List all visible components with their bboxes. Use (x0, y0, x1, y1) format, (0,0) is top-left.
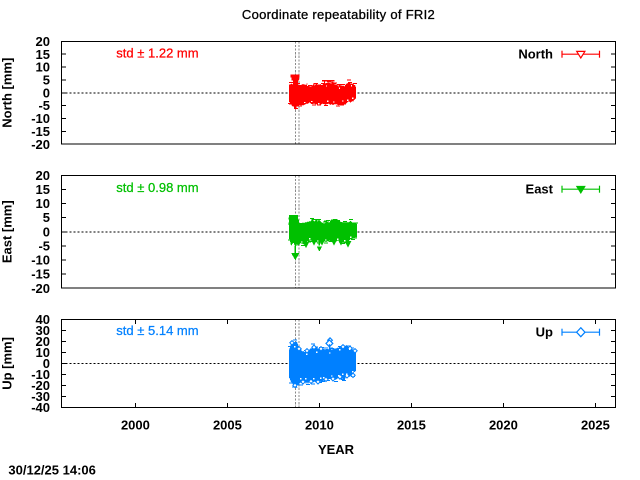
svg-text:-20: -20 (31, 137, 50, 152)
svg-text:East: East (526, 181, 554, 196)
svg-text:-20: -20 (31, 281, 50, 296)
svg-text:20: 20 (36, 34, 50, 49)
svg-text:15: 15 (36, 182, 50, 197)
svg-text:-15: -15 (31, 124, 50, 139)
svg-text:YEAR: YEAR (318, 442, 355, 457)
svg-text:2025: 2025 (581, 418, 610, 433)
svg-text:std ± 1.22 mm: std ± 1.22 mm (116, 45, 198, 60)
svg-text:10: 10 (36, 196, 50, 211)
svg-text:North: North (518, 46, 553, 61)
svg-text:5: 5 (43, 210, 50, 225)
svg-text:std ± 0.98 mm: std ± 0.98 mm (116, 180, 198, 195)
svg-text:North [mm]: North [mm] (0, 58, 14, 128)
svg-text:2000: 2000 (121, 418, 150, 433)
svg-text:0: 0 (43, 356, 50, 371)
svg-text:20: 20 (36, 334, 50, 349)
svg-text:-20: -20 (31, 378, 50, 393)
svg-text:-5: -5 (38, 238, 50, 253)
svg-text:0: 0 (43, 224, 50, 239)
svg-text:2010: 2010 (305, 418, 334, 433)
svg-text:-10: -10 (31, 111, 50, 126)
svg-text:5: 5 (43, 72, 50, 87)
svg-text:10: 10 (36, 60, 50, 75)
svg-text:-5: -5 (38, 98, 50, 113)
svg-text:-15: -15 (31, 267, 50, 282)
svg-text:East [mm]: East [mm] (0, 200, 14, 263)
svg-text:-10: -10 (31, 253, 50, 268)
svg-text:30: 30 (36, 323, 50, 338)
svg-text:2015: 2015 (397, 418, 426, 433)
svg-text:2020: 2020 (489, 418, 518, 433)
svg-text:30/12/25 14:06: 30/12/25 14:06 (8, 463, 95, 478)
svg-text:10: 10 (36, 345, 50, 360)
svg-text:-10: -10 (31, 367, 50, 382)
svg-text:Coordinate repeatability of FR: Coordinate repeatability of FRI2 (242, 7, 435, 22)
svg-text:15: 15 (36, 47, 50, 62)
svg-text:-40: -40 (31, 400, 50, 415)
svg-text:40: 40 (36, 312, 50, 327)
svg-text:Up [mm]: Up [mm] (0, 337, 14, 390)
svg-text:-30: -30 (31, 389, 50, 404)
svg-text:Up: Up (536, 324, 553, 339)
svg-text:2005: 2005 (213, 418, 242, 433)
svg-text:20: 20 (36, 168, 50, 183)
svg-text:std ± 5.14 mm: std ± 5.14 mm (116, 323, 198, 338)
svg-text:0: 0 (43, 85, 50, 100)
